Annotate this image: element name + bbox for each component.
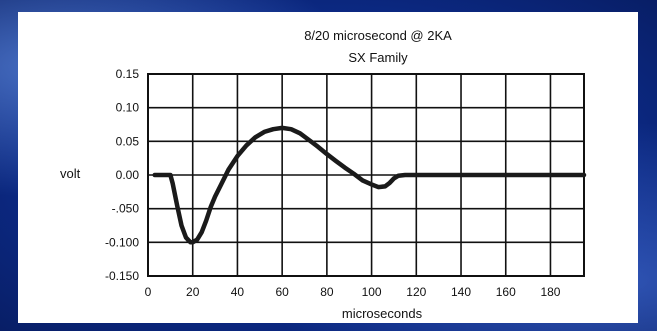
y-tick-label: 0.10 [116, 101, 140, 115]
y-tick-label: -0.100 [105, 235, 139, 249]
series-line [152, 125, 587, 245]
x-tick-label: 0 [145, 285, 152, 299]
y-tick-label: 0.00 [116, 168, 140, 182]
y-tick-label: -.050 [112, 202, 140, 216]
x-tick-label: 120 [406, 285, 426, 299]
x-tick-label: 100 [362, 285, 382, 299]
x-tick-label: 180 [540, 285, 560, 299]
tick-labels: 0 20 40 60 80 100 120 140 160 180 0.15 0.10 0.05 0.00… [105, 67, 561, 299]
chart-title: 8/20 microsecond @ 2KA [304, 28, 452, 43]
x-tick-label: 40 [231, 285, 245, 299]
x-axis-label: microseconds [342, 306, 423, 321]
y-tick-label: -0.150 [105, 269, 139, 283]
chart-panel [18, 12, 638, 323]
y-tick-label: 0.15 [116, 67, 140, 81]
y-axis-label: volt [60, 166, 81, 181]
x-tick-label: 20 [186, 285, 200, 299]
x-tick-label: 60 [275, 285, 289, 299]
chart-subtitle: SX Family [348, 50, 408, 65]
series-layer [152, 125, 587, 245]
x-tick-label: 80 [320, 285, 334, 299]
x-tick-label: 160 [496, 285, 516, 299]
y-tick-label: 0.05 [116, 134, 140, 148]
x-tick-label: 140 [451, 285, 471, 299]
